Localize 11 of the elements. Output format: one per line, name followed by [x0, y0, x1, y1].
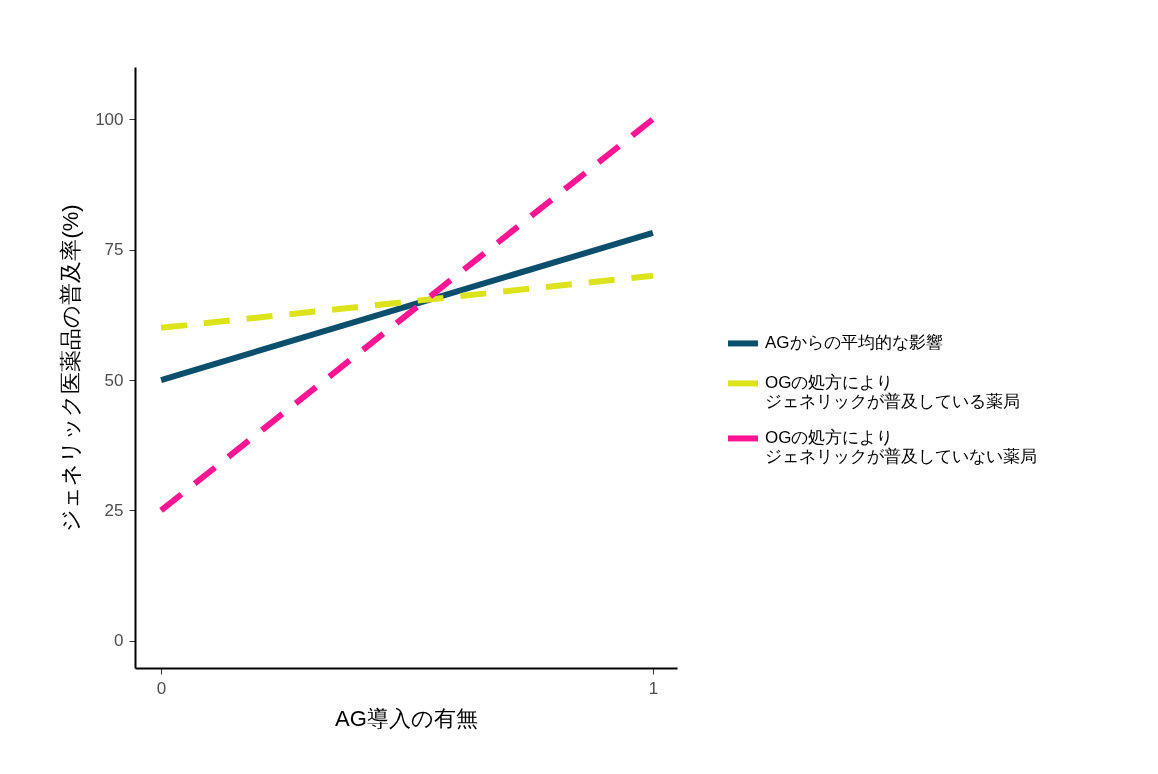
- y-tick-label: 25: [104, 500, 124, 520]
- x-axis-title: AG導入の有無: [335, 705, 478, 731]
- y-tick-label: 75: [104, 240, 124, 260]
- y-tick-label: 100: [95, 109, 124, 129]
- legend-label: OGの処方によりジェネリックが普及していない薬局: [765, 428, 1037, 467]
- y-axis-title: ジェネリック医薬品の普及率(%): [58, 204, 84, 532]
- y-tick-label: 0: [114, 631, 124, 651]
- y-tick-label: 50: [104, 370, 124, 390]
- x-tick-label: 1: [648, 678, 659, 698]
- legend-label: AGからの平均的な影響: [765, 333, 943, 353]
- legend-label: OGの処方によりジェネリックが普及している薬局: [765, 373, 1020, 412]
